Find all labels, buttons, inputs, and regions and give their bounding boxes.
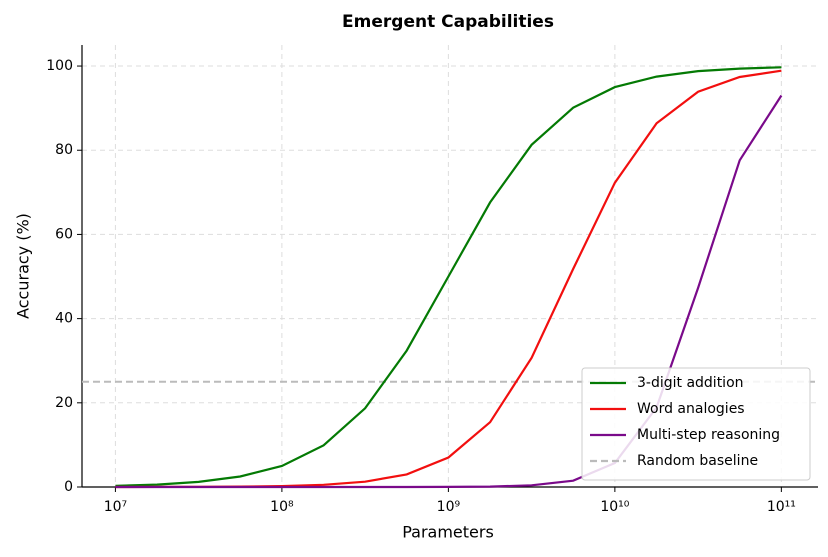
x-tick-label: 10¹¹: [767, 499, 796, 515]
legend-label: Multi-step reasoning: [637, 427, 780, 443]
y-tick-label: 20: [55, 395, 73, 411]
x-axis-label: Parameters: [402, 523, 494, 542]
y-tick-label: 100: [46, 58, 73, 74]
y-tick-label: 60: [55, 226, 73, 242]
x-tick-label: 10⁹: [437, 499, 461, 515]
legend-label: Word analogies: [637, 401, 745, 417]
legend-box: [581, 367, 811, 481]
y-axis-label: Accuracy (%): [14, 213, 33, 319]
data-line: [115, 66, 782, 487]
y-tick-label: 0: [64, 479, 73, 495]
x-tick-label: 10¹⁰: [600, 499, 629, 515]
legend-label: 3-digit addition: [637, 375, 744, 391]
y-tick-label: 80: [55, 142, 73, 158]
chart-title: Emergent Capabilities: [342, 12, 554, 32]
x-tick-label: 10⁸: [270, 499, 294, 515]
y-tick-label: 40: [55, 311, 73, 327]
x-tick-label: 10⁷: [104, 499, 127, 515]
legend-label: Random baseline: [637, 453, 758, 469]
